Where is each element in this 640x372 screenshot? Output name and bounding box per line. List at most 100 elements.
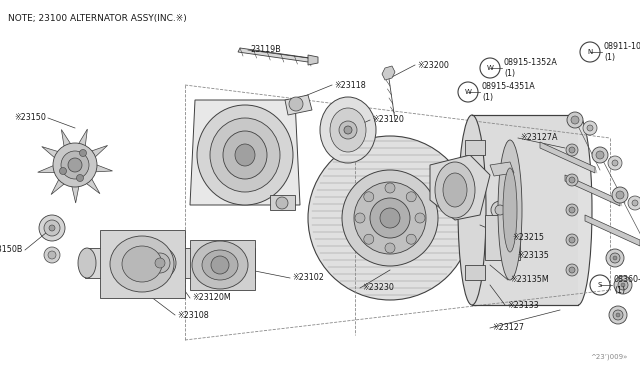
Text: NOTE; 23100 ALTERNATOR ASSY(INC.※): NOTE; 23100 ALTERNATOR ASSY(INC.※): [8, 13, 187, 22]
Text: 08360-51014
(1): 08360-51014 (1): [614, 275, 640, 295]
Ellipse shape: [192, 241, 248, 289]
Circle shape: [406, 192, 416, 202]
Circle shape: [380, 208, 400, 228]
Ellipse shape: [498, 140, 522, 280]
Ellipse shape: [223, 131, 267, 179]
Polygon shape: [75, 129, 88, 165]
Polygon shape: [465, 140, 485, 155]
Polygon shape: [61, 129, 75, 165]
Circle shape: [60, 167, 67, 174]
Circle shape: [44, 247, 60, 263]
Polygon shape: [42, 147, 75, 165]
Text: ※23127A: ※23127A: [520, 134, 557, 142]
Text: ※23135: ※23135: [517, 250, 549, 260]
Polygon shape: [190, 100, 300, 205]
Circle shape: [610, 253, 620, 263]
Circle shape: [79, 150, 86, 157]
Polygon shape: [308, 55, 318, 65]
Text: S: S: [598, 282, 602, 288]
Circle shape: [608, 156, 622, 170]
Circle shape: [592, 147, 608, 163]
Circle shape: [415, 213, 425, 223]
Ellipse shape: [564, 115, 592, 305]
Ellipse shape: [342, 170, 438, 266]
Circle shape: [61, 151, 89, 179]
Polygon shape: [190, 240, 255, 290]
Circle shape: [612, 160, 618, 166]
Circle shape: [385, 243, 395, 253]
Circle shape: [49, 225, 55, 231]
Circle shape: [495, 205, 505, 215]
Text: ※23150B: ※23150B: [0, 246, 23, 254]
Ellipse shape: [122, 246, 162, 282]
Text: ※23120: ※23120: [372, 115, 404, 125]
Ellipse shape: [330, 108, 366, 152]
Ellipse shape: [435, 162, 475, 218]
Polygon shape: [85, 248, 255, 278]
Circle shape: [364, 192, 374, 202]
Ellipse shape: [235, 144, 255, 166]
Circle shape: [567, 112, 583, 128]
Polygon shape: [51, 165, 75, 195]
Ellipse shape: [458, 115, 486, 305]
Circle shape: [344, 126, 352, 134]
Circle shape: [612, 187, 628, 203]
Text: ※23120M: ※23120M: [192, 294, 231, 302]
Circle shape: [569, 177, 575, 183]
Circle shape: [491, 201, 509, 219]
Polygon shape: [540, 142, 595, 173]
Circle shape: [569, 267, 575, 273]
Text: ※23135M: ※23135M: [510, 276, 548, 285]
Ellipse shape: [202, 250, 238, 280]
Circle shape: [406, 234, 416, 244]
Ellipse shape: [110, 236, 174, 292]
Polygon shape: [430, 155, 490, 220]
Circle shape: [364, 234, 374, 244]
Text: 23119B: 23119B: [250, 45, 281, 55]
Circle shape: [53, 143, 97, 187]
Text: W: W: [486, 65, 493, 71]
Circle shape: [613, 310, 623, 320]
Circle shape: [621, 283, 625, 287]
Circle shape: [606, 249, 624, 267]
Circle shape: [48, 251, 56, 259]
Circle shape: [144, 247, 176, 279]
Circle shape: [569, 237, 575, 243]
Text: ※23108: ※23108: [177, 311, 209, 320]
Circle shape: [276, 197, 288, 209]
Bar: [472, 115, 578, 305]
Text: W: W: [465, 89, 472, 95]
Circle shape: [155, 258, 165, 268]
Polygon shape: [75, 165, 100, 194]
Circle shape: [339, 121, 357, 139]
Polygon shape: [585, 215, 640, 246]
Circle shape: [583, 121, 597, 135]
Circle shape: [289, 97, 303, 111]
Circle shape: [566, 144, 578, 156]
Circle shape: [571, 116, 579, 124]
Ellipse shape: [210, 118, 280, 192]
Ellipse shape: [308, 136, 472, 300]
Ellipse shape: [320, 97, 376, 163]
Polygon shape: [490, 162, 514, 176]
Polygon shape: [38, 165, 75, 173]
Ellipse shape: [443, 173, 467, 207]
Circle shape: [628, 196, 640, 210]
Circle shape: [569, 207, 575, 213]
Polygon shape: [285, 95, 312, 115]
Circle shape: [566, 174, 578, 186]
Circle shape: [618, 280, 628, 290]
Circle shape: [44, 220, 60, 236]
Text: ※23127: ※23127: [492, 324, 524, 333]
Circle shape: [616, 313, 620, 317]
Ellipse shape: [78, 248, 96, 278]
Bar: [485, 215, 520, 260]
Ellipse shape: [354, 182, 426, 254]
Polygon shape: [270, 195, 295, 210]
Text: N: N: [588, 49, 593, 55]
Text: ^23’)009»: ^23’)009»: [591, 353, 628, 360]
Text: ※23230: ※23230: [362, 283, 394, 292]
Polygon shape: [100, 230, 185, 298]
Circle shape: [68, 158, 82, 172]
Text: ※23215: ※23215: [512, 234, 544, 243]
